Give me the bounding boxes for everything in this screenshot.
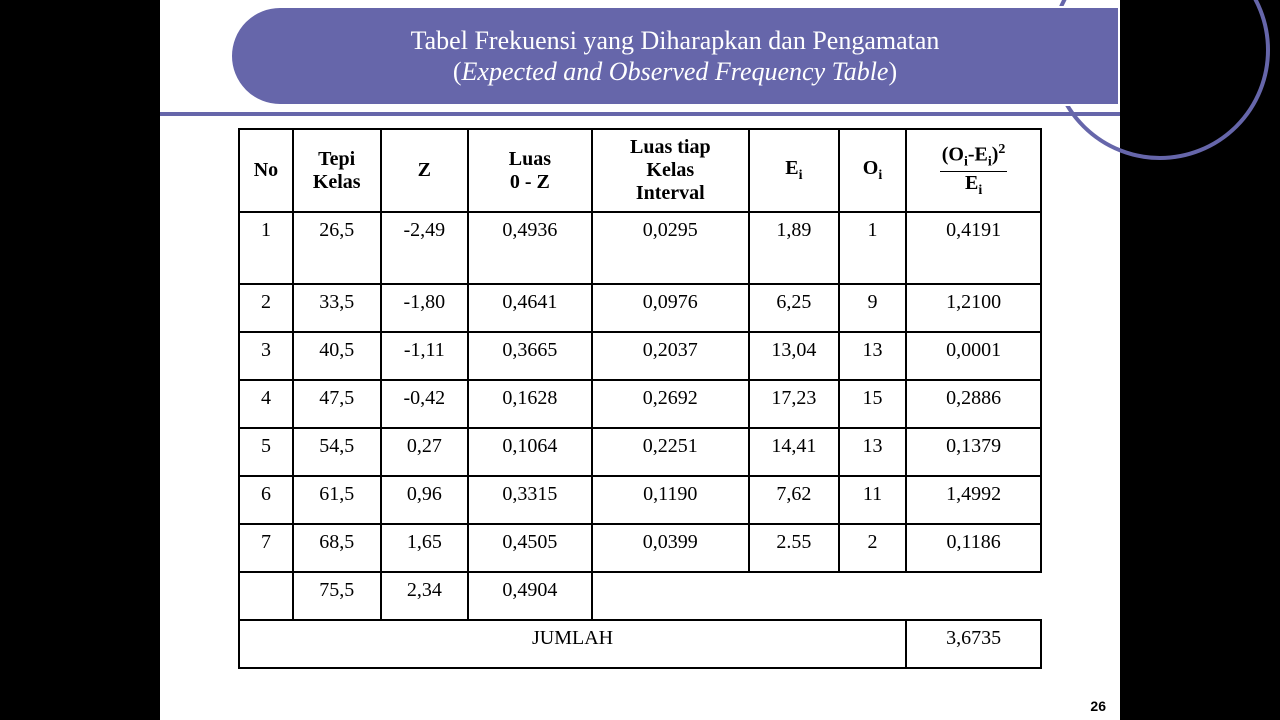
title-line2: (Expected and Observed Frequency Table)	[453, 56, 897, 87]
col-header-oi: Oi	[839, 129, 906, 212]
table-row: 4 47,5 -0,42 0,1628 0,2692 17,23 15 0,28…	[239, 380, 1041, 428]
frequency-table-wrap: No Tepi Kelas Z Luas 0 - Z Luas tiap Kel…	[238, 128, 1042, 669]
table-row: 1 26,5 -2,49 0,4936 0,0295 1,89 1 0,4191	[239, 212, 1041, 284]
table-header-row: No Tepi Kelas Z Luas 0 - Z Luas tiap Kel…	[239, 129, 1041, 212]
table-row: 5 54,5 0,27 0,1064 0,2251 14,41 13 0,137…	[239, 428, 1041, 476]
col-header-z: Z	[381, 129, 469, 212]
col-header-no: No	[239, 129, 293, 212]
title-banner: Tabel Frekuensi yang Diharapkan dan Peng…	[230, 6, 1120, 106]
table-total-row: JUMLAH 3,6735	[239, 620, 1041, 668]
title-line1: Tabel Frekuensi yang Diharapkan dan Peng…	[411, 25, 940, 56]
col-header-luas: Luas 0 - Z	[468, 129, 592, 212]
col-header-tepi: Tepi Kelas	[293, 129, 381, 212]
page-number: 26	[1090, 698, 1106, 714]
col-header-luas-tiap-kelas: Luas tiap Kelas Interval	[592, 129, 749, 212]
total-value: 3,6735	[906, 620, 1041, 668]
total-label: JUMLAH	[239, 620, 906, 668]
table-row: 6 61,5 0,96 0,3315 0,1190 7,62 11 1,4992	[239, 476, 1041, 524]
table-row: 3 40,5 -1,11 0,3665 0,2037 13,04 13 0,00…	[239, 332, 1041, 380]
title-underline	[160, 112, 1120, 116]
table-body: 1 26,5 -2,49 0,4936 0,0295 1,89 1 0,4191…	[239, 212, 1041, 668]
slide: Tabel Frekuensi yang Diharapkan dan Peng…	[160, 0, 1120, 720]
frequency-table: No Tepi Kelas Z Luas 0 - Z Luas tiap Kel…	[238, 128, 1042, 669]
col-header-ei: Ei	[749, 129, 839, 212]
col-header-formula: (Oi-Ei)2 Ei	[906, 129, 1041, 212]
table-row-extra: 75,5 2,34 0,4904	[239, 572, 1041, 620]
table-row: 2 33,5 -1,80 0,4641 0,0976 6,25 9 1,2100	[239, 284, 1041, 332]
table-row: 7 68,5 1,65 0,4505 0,0399 2.55 2 0,1186	[239, 524, 1041, 572]
